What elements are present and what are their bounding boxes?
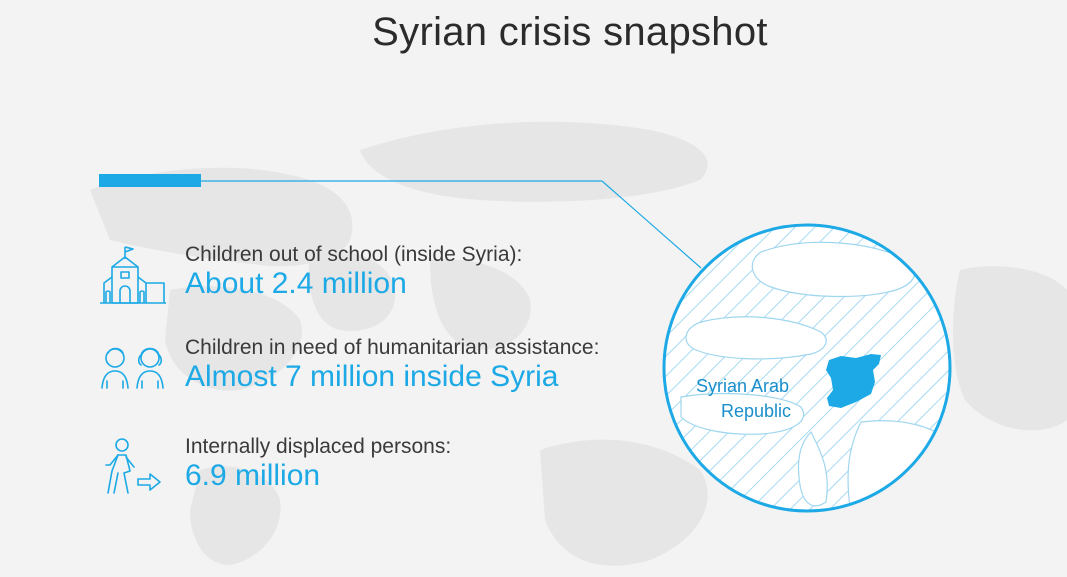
country-label-line-1: Syrian Arab [695, 376, 790, 396]
accent-bar [99, 174, 201, 187]
syria-map-circle [662, 223, 952, 513]
stat-label: Children in need of humanitarian assista… [185, 336, 600, 359]
school-icon [100, 246, 166, 304]
children-icon [101, 347, 164, 389]
stat-value: 6.9 million [185, 459, 321, 492]
stat-value: About 2.4 million [185, 267, 407, 300]
stat-value: Almost 7 million inside Syria [185, 360, 559, 393]
displaced-person-icon [105, 438, 161, 494]
syria-shape [826, 354, 881, 408]
country-label: Syrian Arab Republic [694, 374, 791, 424]
stat-label: Children out of school (inside Syria): [185, 243, 523, 266]
country-label-line-2: Republic [721, 401, 792, 421]
page-title: Syrian crisis snapshot [372, 10, 768, 54]
stat-label: Internally displaced persons: [185, 435, 452, 458]
